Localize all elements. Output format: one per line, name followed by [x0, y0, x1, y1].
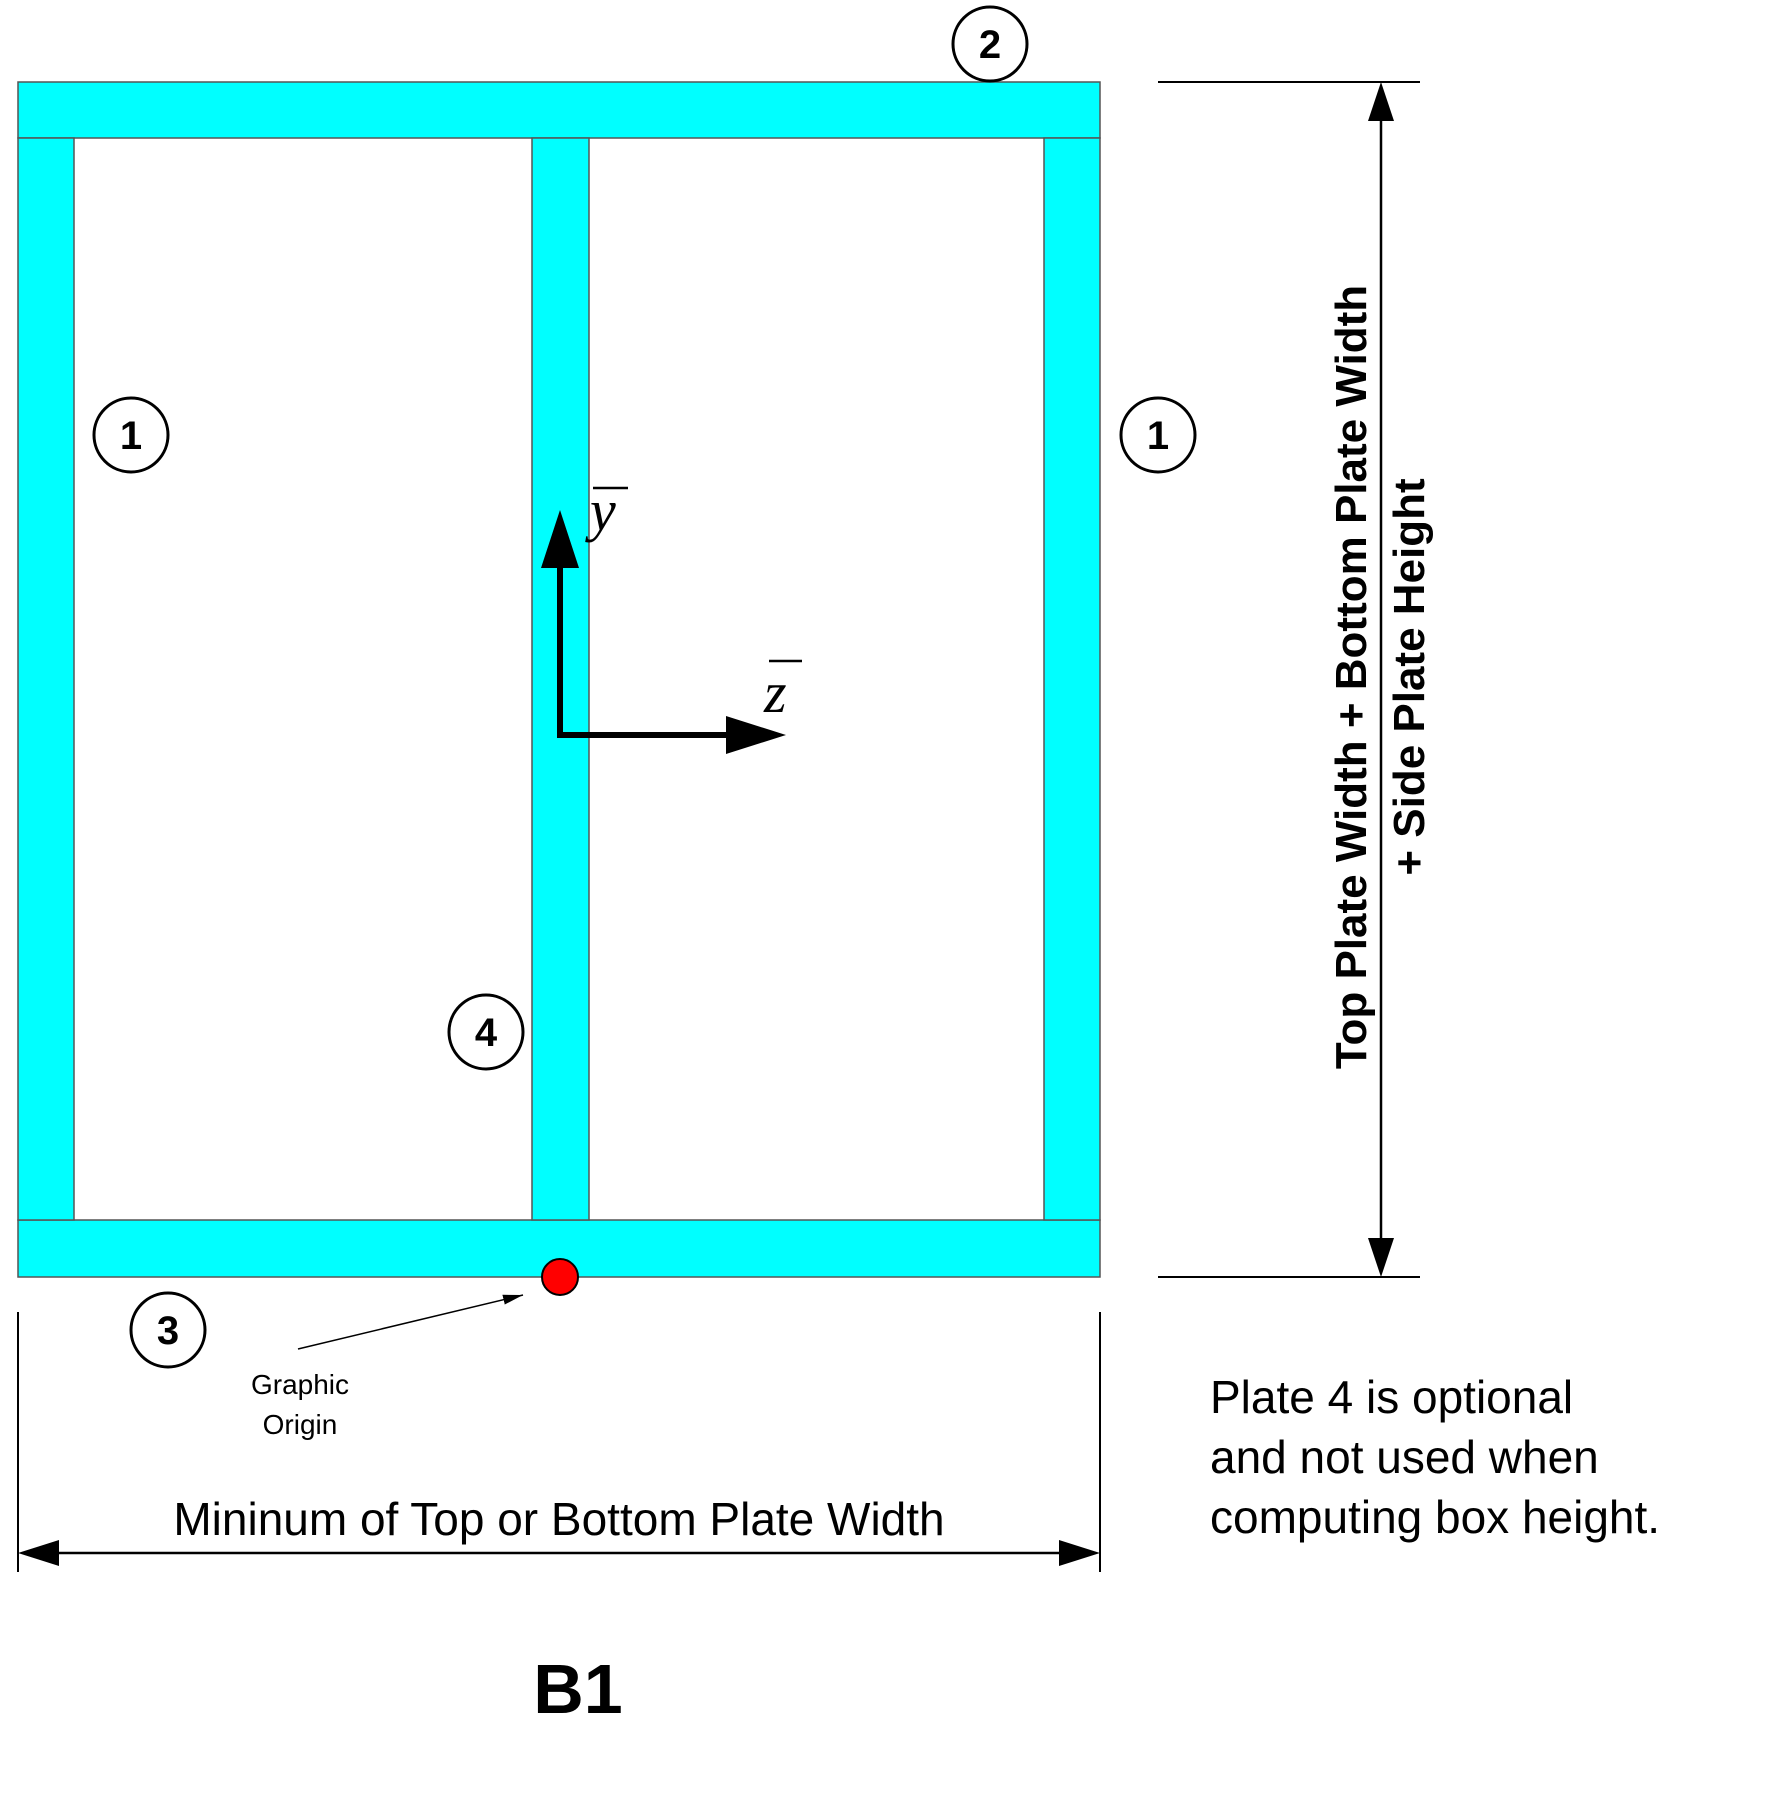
height-label-line2: + Side Plate Height	[1385, 478, 1434, 876]
plate-top	[17, 81, 1101, 139]
origin-dot	[541, 1258, 579, 1296]
figure-id: B1	[533, 1650, 622, 1728]
plates	[17, 81, 1101, 1278]
plate-left-side	[17, 137, 75, 1221]
origin-label-line1: Graphic	[251, 1369, 349, 1400]
callout-circle	[951, 5, 1029, 83]
width-arrow-left	[18, 1540, 59, 1566]
height-dimension: Top Plate Width + Bottom Plate Width + S…	[1158, 81, 1434, 1278]
callout-number: 1	[120, 414, 142, 458]
callout-plate-2: 2	[951, 5, 1029, 83]
note-line3: computing box height.	[1210, 1491, 1660, 1543]
graphic-origin: Graphic Origin	[251, 1258, 579, 1440]
height-label-line1: Top Plate Width + Bottom Plate Width	[1327, 285, 1376, 1069]
note-line1: Plate 4 is optional	[1210, 1371, 1573, 1423]
origin-leader-line	[297, 1294, 524, 1350]
callout-circle	[1119, 396, 1197, 474]
callout-plate-1-right: 1	[1119, 396, 1197, 474]
width-label: Mininum of Top or Bottom Plate Width	[173, 1493, 944, 1545]
y-axis-arrowhead	[541, 510, 579, 568]
note-line2: and not used when	[1210, 1431, 1599, 1483]
callout-circle	[447, 993, 525, 1071]
origin-label-line2: Origin	[263, 1409, 338, 1440]
width-arrow-right	[1059, 1540, 1100, 1566]
z-axis-label: z	[763, 660, 787, 725]
y-axis-label: y	[585, 478, 616, 543]
callout-number: 2	[979, 23, 1001, 67]
callout-plate-1-left: 1	[92, 396, 170, 474]
height-arrow-bottom	[1368, 1238, 1394, 1277]
callout-circle	[129, 1291, 207, 1369]
optional-plate-note: Plate 4 is optional and not used when co…	[1210, 1371, 1660, 1543]
width-dimension: Mininum of Top or Bottom Plate Width	[17, 1312, 1101, 1572]
callout-circle	[92, 396, 170, 474]
local-axes: y z	[541, 478, 802, 754]
callout-number: 4	[475, 1011, 498, 1055]
callout-number: 1	[1147, 414, 1169, 458]
plate-right-side	[1043, 137, 1101, 1221]
z-axis-arrowhead	[726, 716, 786, 754]
callout-number: 3	[157, 1309, 179, 1353]
height-arrow-top	[1368, 82, 1394, 121]
callout-plate-4: 4	[447, 993, 525, 1071]
callout-plate-3: 3	[129, 1291, 207, 1369]
